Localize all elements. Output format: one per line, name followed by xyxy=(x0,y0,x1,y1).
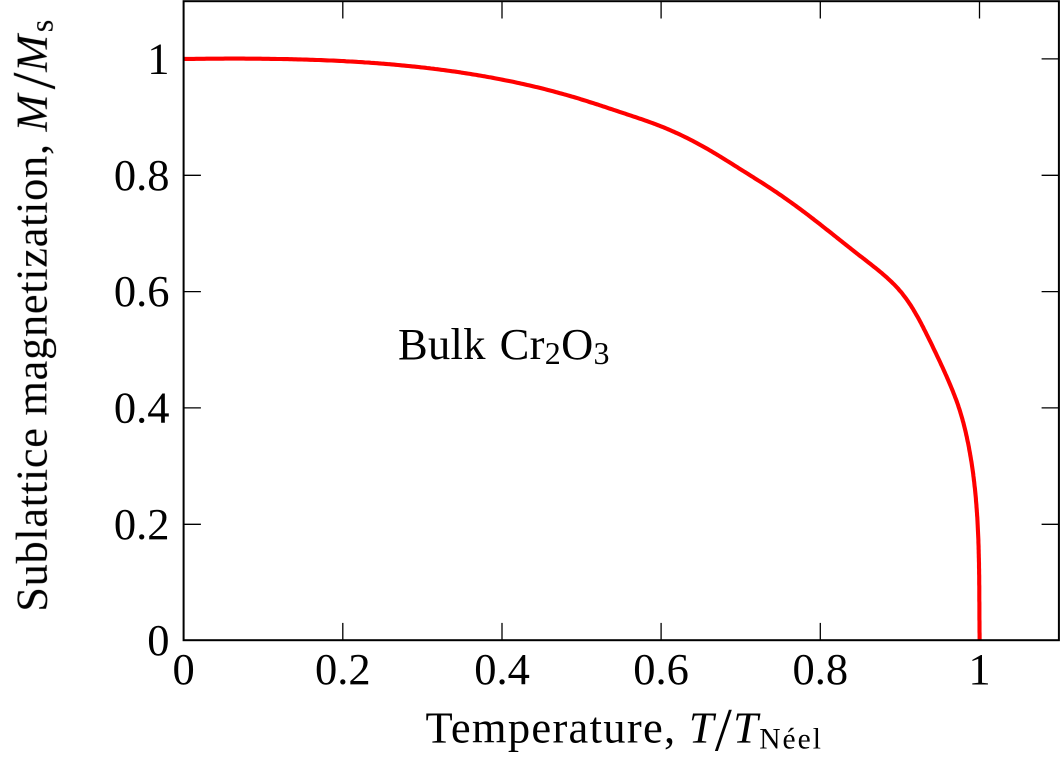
svg-text:0.4: 0.4 xyxy=(474,644,530,694)
svg-text:0.6: 0.6 xyxy=(633,644,689,694)
svg-text:Temperature, T/TNéel: Temperature, T/TNéel xyxy=(426,698,823,765)
svg-text:0.8: 0.8 xyxy=(114,150,170,200)
svg-text:0.2: 0.2 xyxy=(114,499,170,549)
svg-text:0.8: 0.8 xyxy=(792,644,848,694)
svg-text:1: 1 xyxy=(147,34,169,84)
svg-text:1: 1 xyxy=(968,644,990,694)
svg-text:Bulk Cr2O3: Bulk Cr2O3 xyxy=(398,319,610,371)
svg-text:0.2: 0.2 xyxy=(315,644,371,694)
svg-text:0: 0 xyxy=(147,615,169,665)
svg-text:0.6: 0.6 xyxy=(114,266,170,316)
svg-text:Sublattice magnetization, M/Ms: Sublattice magnetization, M/Ms xyxy=(2,19,69,612)
svg-text:0.4: 0.4 xyxy=(114,382,170,432)
svg-text:0: 0 xyxy=(172,644,194,694)
